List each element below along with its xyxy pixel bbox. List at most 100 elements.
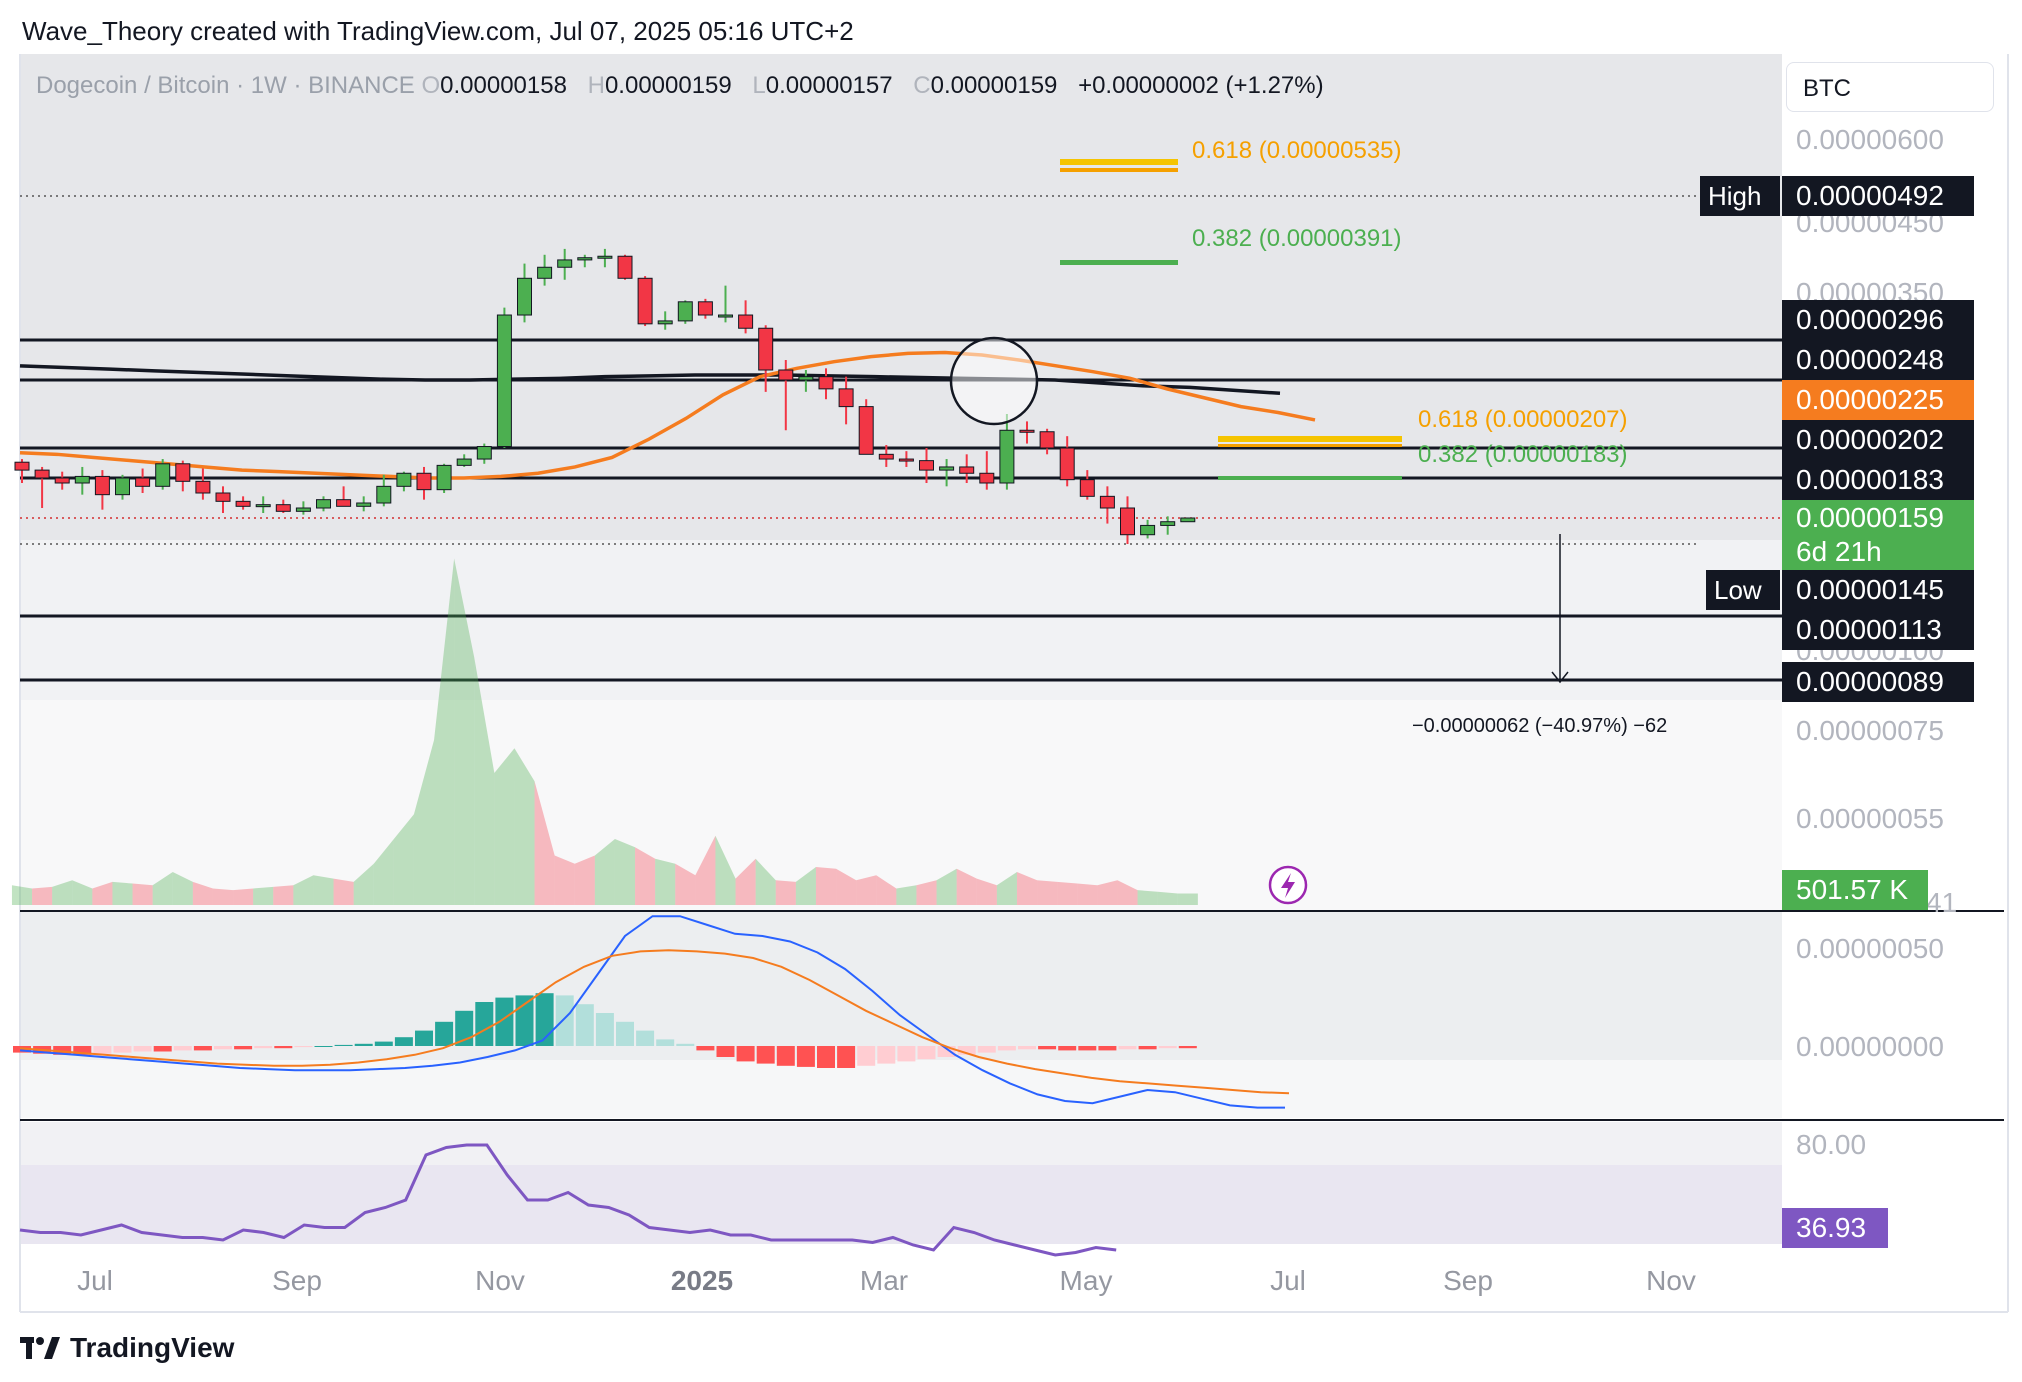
macd-signal-line[interactable] bbox=[19, 949, 1290, 1095]
macd-bar bbox=[415, 1030, 433, 1046]
candle[interactable] bbox=[496, 307, 512, 448]
fib-618-lower-marker[interactable] bbox=[1218, 436, 1402, 442]
candle[interactable] bbox=[838, 376, 854, 425]
candle-body bbox=[1140, 524, 1156, 536]
candle[interactable] bbox=[316, 496, 331, 512]
volume-segment bbox=[836, 868, 857, 905]
candle[interactable] bbox=[1140, 519, 1156, 539]
tradingview-branding[interactable]: TradingView bbox=[20, 1332, 234, 1364]
candle[interactable] bbox=[778, 360, 794, 431]
candle[interactable] bbox=[1180, 517, 1196, 523]
candle[interactable] bbox=[74, 466, 90, 495]
candle[interactable] bbox=[336, 486, 352, 507]
candle[interactable] bbox=[577, 254, 593, 268]
ema-50-line[interactable] bbox=[19, 350, 1316, 480]
candle-body bbox=[597, 255, 613, 259]
fib-382-lower-marker[interactable] bbox=[1218, 476, 1402, 480]
candle[interactable] bbox=[195, 468, 211, 500]
candle[interactable] bbox=[255, 496, 271, 513]
rsi-line[interactable] bbox=[19, 1143, 1117, 1257]
candle[interactable] bbox=[295, 501, 311, 515]
candle[interactable] bbox=[557, 248, 573, 280]
candle[interactable] bbox=[738, 300, 754, 334]
candle[interactable] bbox=[436, 463, 452, 493]
candle[interactable] bbox=[396, 471, 412, 492]
candle[interactable] bbox=[537, 254, 553, 286]
candle[interactable] bbox=[919, 448, 934, 483]
candle[interactable] bbox=[818, 368, 834, 400]
candle[interactable] bbox=[878, 445, 894, 467]
candle[interactable] bbox=[597, 248, 613, 268]
sma-200-line[interactable] bbox=[19, 364, 1281, 396]
horizontal-levels[interactable] bbox=[20, 338, 1782, 682]
candle[interactable] bbox=[54, 471, 70, 490]
fib-382-upper-marker[interactable] bbox=[1060, 260, 1178, 265]
candle[interactable] bbox=[356, 496, 372, 512]
fib-618-upper-marker[interactable] bbox=[1060, 159, 1178, 165]
macd-line[interactable] bbox=[19, 915, 1285, 1109]
candle-body bbox=[697, 301, 713, 316]
macd-bar bbox=[133, 1046, 152, 1052]
candle[interactable] bbox=[898, 451, 914, 467]
volume-lower-band bbox=[20, 700, 1782, 910]
candle[interactable] bbox=[476, 443, 492, 464]
candle-body bbox=[54, 477, 70, 484]
candle[interactable] bbox=[416, 466, 432, 500]
level-202-value: 0.00000202 bbox=[1796, 424, 1944, 455]
candle[interactable] bbox=[617, 254, 633, 280]
candle[interactable] bbox=[215, 486, 231, 513]
candle[interactable] bbox=[1019, 421, 1035, 444]
candle-body bbox=[336, 499, 352, 507]
macd-bar bbox=[937, 1046, 956, 1057]
volume-segment bbox=[876, 875, 897, 905]
macd-tick-050: 0.00000050 bbox=[1796, 933, 1944, 964]
time-axis[interactable] bbox=[20, 1244, 2008, 1312]
circle-annotation[interactable] bbox=[949, 336, 1039, 426]
candle[interactable] bbox=[275, 499, 291, 513]
candle[interactable] bbox=[677, 300, 693, 324]
candle[interactable] bbox=[798, 370, 814, 392]
candle[interactable] bbox=[657, 311, 673, 330]
candle[interactable] bbox=[135, 468, 151, 493]
volume-segment bbox=[635, 847, 656, 905]
candle[interactable] bbox=[376, 474, 392, 507]
level-183-tag: 0.00000183 bbox=[1782, 460, 1974, 500]
candle[interactable] bbox=[718, 285, 733, 323]
volume-segment bbox=[1077, 883, 1098, 905]
candle[interactable] bbox=[939, 459, 955, 487]
candle[interactable] bbox=[1039, 428, 1055, 455]
candle[interactable] bbox=[14, 459, 30, 483]
candle[interactable] bbox=[175, 460, 191, 492]
candle[interactable] bbox=[94, 470, 110, 510]
volume-segment bbox=[273, 885, 294, 905]
candle[interactable] bbox=[456, 454, 472, 467]
candle[interactable] bbox=[858, 399, 874, 455]
currency-button[interactable]: BTC bbox=[1786, 62, 1994, 112]
candle[interactable] bbox=[1079, 470, 1095, 500]
candle-body bbox=[135, 477, 151, 487]
candle[interactable] bbox=[1120, 496, 1135, 544]
candle[interactable] bbox=[979, 451, 995, 490]
candle[interactable] bbox=[959, 454, 975, 483]
candle[interactable] bbox=[1059, 436, 1075, 487]
candle[interactable] bbox=[637, 276, 653, 327]
symbol-label[interactable]: Dogecoin / Bitcoin · 1W · BINANCE bbox=[36, 72, 415, 99]
candle[interactable] bbox=[115, 474, 130, 500]
macd-bar bbox=[354, 1043, 373, 1046]
rsi-band bbox=[20, 1165, 1782, 1244]
candlestick-series[interactable] bbox=[14, 248, 1196, 544]
candle[interactable] bbox=[517, 263, 532, 323]
candle[interactable] bbox=[235, 496, 251, 510]
macd-bar bbox=[1138, 1046, 1157, 1050]
candle[interactable] bbox=[697, 298, 713, 319]
candle[interactable] bbox=[1160, 516, 1176, 535]
high-tag-value: 0.00000492 bbox=[1796, 180, 1944, 211]
candle[interactable] bbox=[34, 466, 50, 508]
candle[interactable] bbox=[999, 414, 1015, 490]
candle[interactable] bbox=[758, 325, 774, 392]
macd-bar bbox=[977, 1046, 996, 1053]
candle[interactable] bbox=[1099, 486, 1115, 524]
candle[interactable] bbox=[155, 459, 171, 490]
macd-bar bbox=[234, 1046, 253, 1050]
